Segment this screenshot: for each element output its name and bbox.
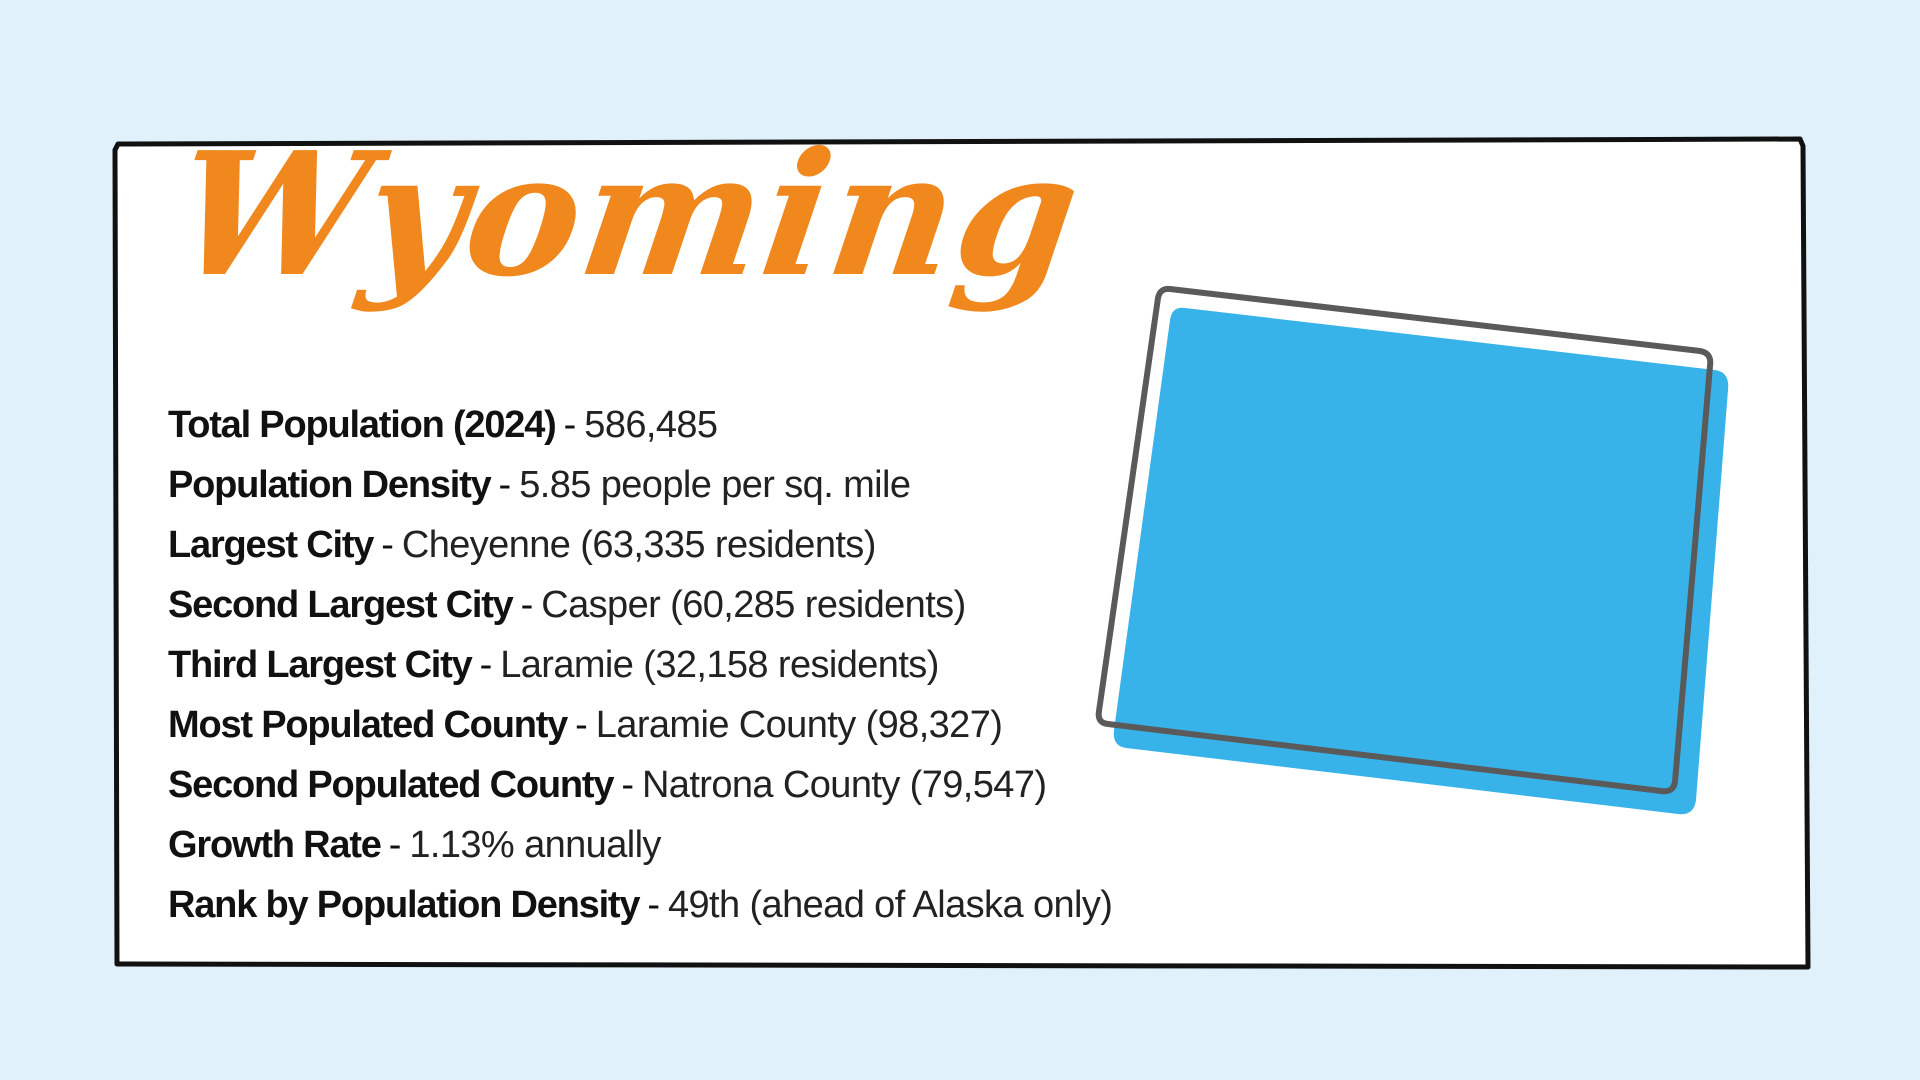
fact-value: Laramie County (98,327) <box>595 704 1003 746</box>
fact-label: Rank by Population Density <box>168 884 641 926</box>
facts-list: Total Population (2024) -586,485 Populati… <box>168 395 1113 935</box>
fact-label: Most Populated County <box>168 704 568 746</box>
fact-label: Second Populated County <box>168 764 615 806</box>
fact-separator: - <box>575 704 588 746</box>
fact-value: Cheyenne (63,335 residents) <box>401 524 876 566</box>
fact-separator: - <box>563 404 577 446</box>
fact-value: 1.13% annually <box>409 824 661 866</box>
fact-label: Third Largest City <box>168 644 473 686</box>
state-title: Wyoming <box>163 115 1093 315</box>
fact-row: Third Largest City - Laramie (32,158 resid… <box>168 635 1112 695</box>
fact-row: Rank by Population Density -49th (ahead o… <box>168 875 1113 935</box>
fact-row: Second Populated County - Natrona County (… <box>168 755 1112 815</box>
fact-label: Growth Rate <box>168 824 382 866</box>
fact-label: Largest City <box>168 524 374 566</box>
fact-separator: - <box>520 584 534 626</box>
fact-separator: - <box>498 464 512 506</box>
fact-separator: - <box>479 644 493 686</box>
fact-row: Growth Rate -1.13% annually <box>168 815 1112 875</box>
fact-value: 5.85 people per sq. mile <box>519 464 911 506</box>
fact-separator: - <box>388 824 402 866</box>
fact-separator: - <box>381 524 394 566</box>
fact-row: Total Population (2024) -586,485 <box>168 395 1112 455</box>
fact-label: Total Population (2024) <box>168 404 557 446</box>
fact-value: Natrona County (79,547) <box>641 764 1047 806</box>
fact-label: Population Density <box>168 464 492 506</box>
fact-value: Laramie (32,158 residents) <box>500 644 939 686</box>
fact-value: Casper (60,285 residents) <box>541 584 966 626</box>
fact-row: Largest City - Cheyenne (63,335 residents) <box>168 515 1112 575</box>
fact-row: Population Density -5.85 people per sq. m… <box>168 455 1112 515</box>
fact-value: 49th (ahead of Alaska only) <box>667 884 1113 926</box>
fact-label: Second Largest City <box>168 584 514 626</box>
fact-value: 586,485 <box>584 404 718 446</box>
fact-row: Most Populated County - Laramie County (98… <box>168 695 1112 755</box>
fact-separator: - <box>621 764 634 806</box>
fact-row: Second Largest City - Casper (60,285 resid… <box>168 575 1112 635</box>
fact-separator: - <box>647 884 660 926</box>
